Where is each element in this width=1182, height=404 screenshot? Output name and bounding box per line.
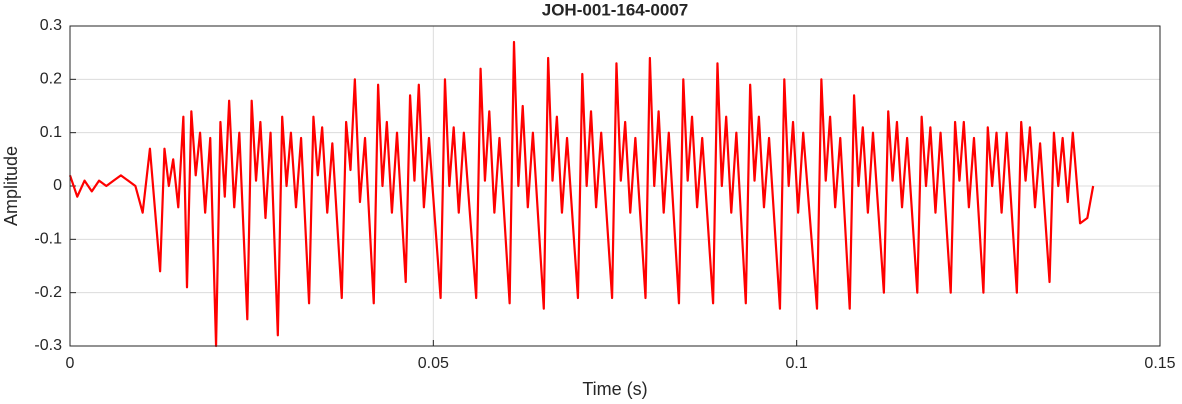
waveform-line bbox=[68, 40, 1095, 348]
y-tick-label: 0.3 bbox=[40, 17, 62, 34]
x-tick-label: 0.15 bbox=[1144, 355, 1175, 372]
x-tick-label: 0 bbox=[66, 355, 75, 372]
plot-frame bbox=[69, 25, 1161, 347]
x-tick-label: 0.05 bbox=[418, 355, 449, 372]
y-axis-label: Amplitude bbox=[1, 146, 21, 226]
y-tick-label: -0.2 bbox=[34, 284, 62, 301]
y-tick-label: -0.1 bbox=[34, 231, 62, 248]
y-tick-label: 0 bbox=[53, 177, 62, 194]
x-tick-label: 0.1 bbox=[786, 355, 808, 372]
y-tick-label: 0.2 bbox=[40, 71, 62, 88]
y-tick-label: -0.3 bbox=[34, 337, 62, 354]
x-axis-label: Time (s) bbox=[582, 379, 647, 399]
chart-title: JOH-001-164-0007 bbox=[542, 0, 688, 19]
y-tick-label: 0.1 bbox=[40, 124, 62, 141]
